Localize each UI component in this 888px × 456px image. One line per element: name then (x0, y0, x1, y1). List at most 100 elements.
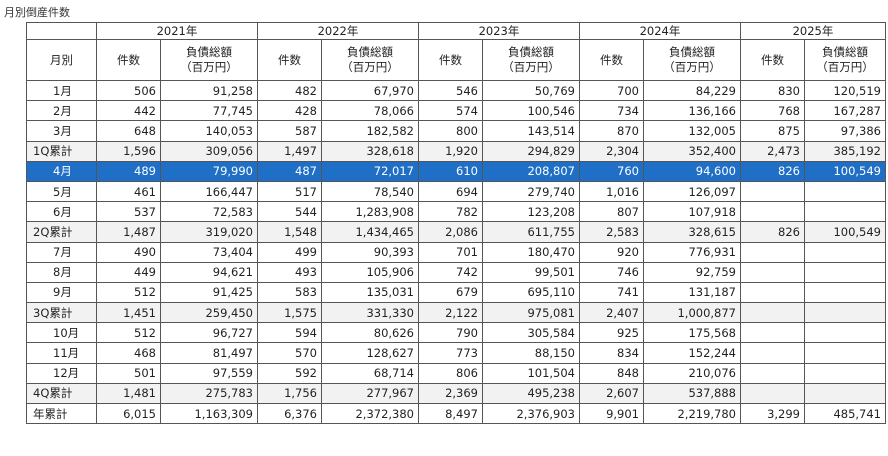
count-cell: 574 (418, 100, 483, 122)
debt-cell: 73,404 (160, 241, 258, 263)
debt-cell: 1,434,465 (321, 221, 419, 243)
debt-cell: 100,546 (482, 100, 580, 122)
row-label: 6月 (26, 201, 97, 223)
debt-header-line1: 負債総額 (669, 45, 715, 59)
debt-cell: 78,540 (321, 180, 419, 203)
debt-cell: 319,020 (160, 221, 258, 243)
count-cell: 648 (96, 120, 161, 142)
row-label: 10月 (26, 322, 97, 344)
count-cell: 870 (579, 120, 644, 142)
count-cell: 1,756 (257, 382, 322, 405)
debt-cell: 78,066 (321, 100, 419, 122)
debt-cell (804, 322, 886, 344)
row-label: 8月 (26, 261, 97, 283)
count-cell: 920 (579, 241, 644, 263)
count-cell (740, 362, 805, 384)
count-cell: 512 (96, 281, 161, 304)
debt-cell: 92,759 (643, 261, 741, 283)
debt-cell: 77,745 (160, 100, 258, 122)
debt-cell: 50,769 (482, 79, 580, 102)
count-cell: 1,497 (257, 140, 322, 162)
debt-column-header: 負債総額 （百万円） (160, 39, 258, 81)
count-cell: 2,369 (418, 382, 483, 405)
row-label: 1月 (26, 79, 97, 102)
debt-cell: 166,447 (160, 180, 258, 203)
count-cell: 2,583 (579, 221, 644, 243)
count-cell: 1,481 (96, 382, 161, 405)
table-row: 7月 490 73,404 499 90,393 701 180,470 920 776,931 (26, 241, 886, 263)
debt-cell: 331,330 (321, 302, 419, 324)
count-cell (740, 180, 805, 203)
count-cell: 544 (257, 201, 322, 223)
count-cell: 875 (740, 120, 805, 142)
debt-cell (804, 180, 886, 203)
debt-cell: 79,990 (160, 160, 258, 182)
debt-header-line1: 負債総額 (347, 45, 393, 59)
count-cell: 512 (96, 322, 161, 344)
count-cell: 8,497 (418, 402, 483, 425)
count-cell: 2,304 (579, 140, 644, 162)
debt-cell: 99,501 (482, 261, 580, 283)
column-header-row: 月別 件数 負債総額 （百万円） 件数 負債総額 （百万円） 件数 負債総額 （百万円） 件数 負債総… (26, 39, 886, 81)
debt-cell: 135,031 (321, 281, 419, 304)
debt-cell: 695,110 (482, 281, 580, 304)
count-cell: 610 (418, 160, 483, 182)
debt-cell: 143,514 (482, 120, 580, 142)
count-cell: 700 (579, 79, 644, 102)
debt-cell: 259,450 (160, 302, 258, 324)
debt-cell: 132,005 (643, 120, 741, 142)
count-cell: 848 (579, 362, 644, 384)
debt-cell (804, 382, 886, 405)
count-cell: 2,122 (418, 302, 483, 324)
table-row: 6月 537 72,583 544 1,283,908 782 123,208 807 107,… (26, 201, 886, 223)
debt-cell: 294,829 (482, 140, 580, 162)
row-label: 11月 (26, 342, 97, 364)
row-label: 4月 (26, 160, 97, 182)
debt-header-line2: （百万円） (816, 60, 874, 74)
debt-cell: 105,906 (321, 261, 419, 283)
count-cell: 2,607 (579, 382, 644, 405)
debt-cell: 328,615 (643, 221, 741, 243)
count-cell: 694 (418, 180, 483, 203)
debt-cell: 91,258 (160, 79, 258, 102)
debt-header-line1: 負債総額 (508, 45, 554, 59)
count-cell: 760 (579, 160, 644, 182)
debt-cell: 1,000,877 (643, 302, 741, 324)
debt-cell: 352,400 (643, 140, 741, 162)
count-cell: 2,473 (740, 140, 805, 162)
debt-cell: 180,470 (482, 241, 580, 263)
debt-cell: 68,714 (321, 362, 419, 384)
debt-cell: 309,056 (160, 140, 258, 162)
debt-cell: 88,150 (482, 342, 580, 364)
debt-cell: 140,053 (160, 120, 258, 142)
row-label: 7月 (26, 241, 97, 263)
table-row: 3月 648 140,053 587 182,582 800 143,514 870 132,0… (26, 120, 886, 142)
count-cell: 782 (418, 201, 483, 223)
count-cell: 6,376 (257, 402, 322, 425)
count-cell: 773 (418, 342, 483, 364)
count-cell: 9,901 (579, 402, 644, 425)
count-cell: 830 (740, 79, 805, 102)
count-cell: 501 (96, 362, 161, 384)
count-cell: 506 (96, 79, 161, 102)
table-row: 年累計 6,015 1,163,309 6,376 2,372,380 8,497 2,37… (26, 402, 886, 425)
debt-header-line1: 負債総額 (822, 45, 868, 59)
debt-cell: 97,559 (160, 362, 258, 384)
debt-cell: 182,582 (321, 120, 419, 142)
count-cell (740, 322, 805, 344)
debt-cell: 2,372,380 (321, 402, 419, 425)
debt-cell (804, 362, 886, 384)
debt-cell (804, 261, 886, 283)
debt-cell: 136,166 (643, 100, 741, 122)
count-cell (740, 201, 805, 223)
debt-cell: 776,931 (643, 241, 741, 263)
debt-cell: 126,097 (643, 180, 741, 203)
count-cell: 468 (96, 342, 161, 364)
count-cell: 517 (257, 180, 322, 203)
year-header-row: 2021年 2022年 2023年 2024年 2025年 (26, 22, 886, 40)
row-label: 4Q累計 (26, 382, 97, 405)
count-cell: 746 (579, 261, 644, 283)
row-label: 3Q累計 (26, 302, 97, 324)
table-row: 10月 512 96,727 594 80,626 790 305,584 925 175,56… (26, 322, 886, 344)
count-cell (740, 261, 805, 283)
